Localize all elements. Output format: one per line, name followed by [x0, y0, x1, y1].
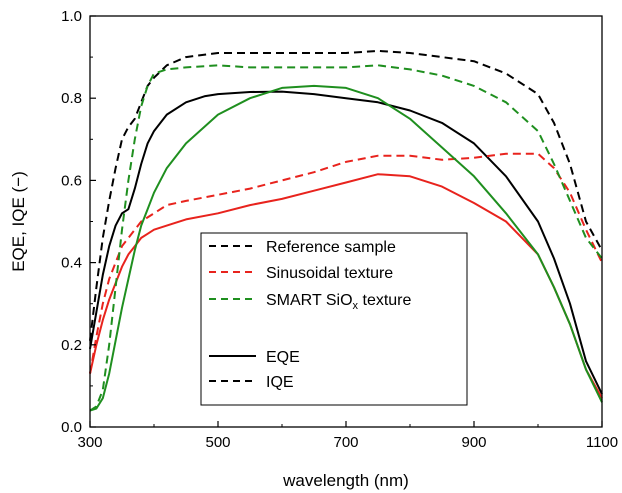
legend-label-sinusoidal: Sinusoidal texture [266, 265, 393, 282]
x-tick-label: 500 [205, 434, 230, 451]
y-tick-label: 1.0 [61, 8, 82, 25]
y-axis-title: EQE, IQE (−) [9, 171, 28, 272]
x-tick-label: 700 [333, 434, 358, 451]
legend-label-smart: SMART SiOx texture [266, 292, 412, 312]
legend-label-smart-subscript: x [353, 300, 359, 312]
series-reference-sample-eqe [89, 90, 603, 395]
x-tick-label: 900 [461, 434, 486, 451]
y-tick-label: 0.4 [61, 255, 82, 272]
x-tick-label: 1100 [586, 434, 618, 451]
series-smart-siox-texture-eqe [89, 84, 603, 412]
legend-label-reference: Reference sample [266, 239, 396, 256]
legend-label-smart-main: SMART SiO [266, 292, 353, 309]
legend-entry-iqe: IQE [209, 374, 294, 391]
ticks-layer: 300 500 700 900 1100 0.0 0.2 0.4 0.6 0.8 1.0 [61, 8, 618, 451]
legend-box [200, 232, 468, 406]
y-tick-label: 0.2 [61, 337, 82, 354]
x-axis-title: wavelength (nm) [282, 471, 409, 490]
legend-label-iqe: IQE [266, 374, 294, 391]
series-reference-sample-iqe [89, 49, 603, 341]
series-sinusoidal-texture-eqe [89, 173, 603, 399]
legend-entry-sinusoidal: Sinusoidal texture [209, 265, 393, 282]
series-smart-siox-texture-iqe [89, 64, 603, 412]
legend: Reference sample Sinusoidal texture SMAR… [200, 232, 468, 406]
x-tick-label: 300 [77, 434, 102, 451]
y-tick-label: 0.6 [61, 172, 82, 189]
legend-entry-eqe: EQE [209, 349, 300, 366]
legend-entry-smart: SMART SiOx texture [209, 292, 412, 312]
legend-entry-reference: Reference sample [209, 239, 396, 256]
y-tick-label: 0.8 [61, 90, 82, 107]
series-layer [89, 49, 603, 412]
legend-label-smart-end: texture [358, 292, 411, 309]
legend-label-eqe: EQE [266, 349, 300, 366]
y-tick-label: 0.0 [61, 419, 82, 436]
